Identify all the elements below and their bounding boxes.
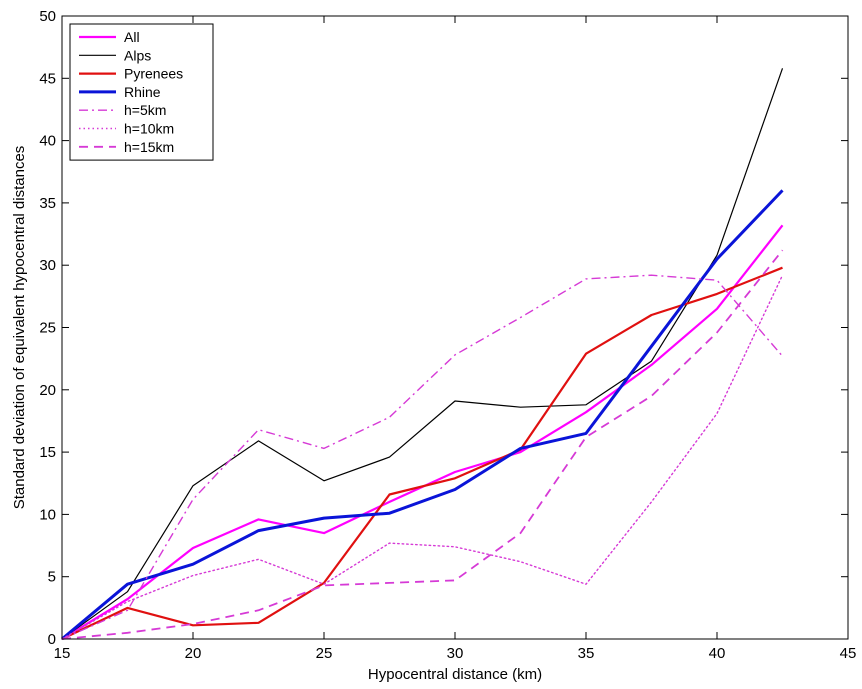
y-axis-label: Standard deviation of equivalent hypocen… [11,146,28,510]
y-tick-label: 25 [39,320,56,337]
x-tick-label: 20 [185,645,202,662]
x-tick-label: 30 [447,645,464,662]
series-line-h-15km [61,249,784,640]
legend: All Alps Pyrenees Rhine h=5km h=10km h=15km [69,23,214,161]
y-tick-label: 10 [39,506,56,523]
legend-label: h=5km [124,102,166,118]
y-tick-label: 35 [39,195,56,212]
series-line-alps [61,68,784,640]
x-tick-label: 40 [709,645,726,662]
x-tick-label: 15 [54,645,71,662]
legend-label: All [124,29,140,45]
y-tick-label: 15 [39,444,56,461]
ticks-layer: 15 20 25 30 35 40 45 0 5 10 15 20 25 30 35 40 45 50 [39,8,856,662]
legend-label: h=10km [124,121,174,137]
series-line-h-5km [61,274,784,640]
x-axis-label: Hypocentral distance (km) [368,666,542,683]
y-tick-label: 20 [39,382,56,399]
x-tick-label: 25 [316,645,333,662]
series-line-pyrenees [61,266,783,640]
y-tick-label: 0 [48,631,56,648]
y-tick-label: 5 [48,569,56,586]
y-tick-label: 45 [39,70,56,87]
legend-label: Pyrenees [124,66,183,82]
series-line-rhine [61,189,784,641]
legend-label: h=15km [124,139,174,155]
legend-label: Alps [124,47,151,63]
legend-label: Rhine [124,84,161,100]
y-tick-label: 50 [39,8,56,25]
x-tick-label: 35 [578,645,595,662]
y-tick-label: 40 [39,133,56,150]
x-tick-label: 45 [840,645,857,662]
y-tick-label: 30 [39,257,56,274]
series-line-h-10km [61,274,784,640]
series-layer [61,68,784,641]
